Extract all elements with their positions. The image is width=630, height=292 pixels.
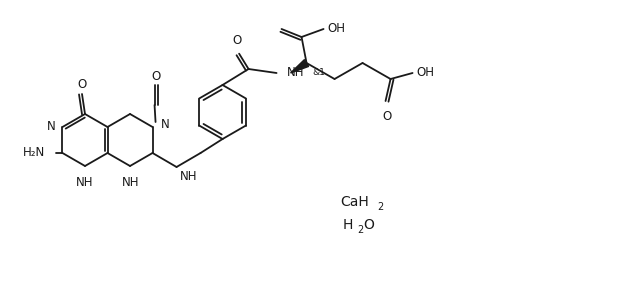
Text: 2: 2 xyxy=(377,202,383,212)
Text: O: O xyxy=(77,79,87,91)
Text: O: O xyxy=(363,218,374,232)
Text: N: N xyxy=(47,119,55,133)
Text: 2: 2 xyxy=(357,225,364,235)
Text: CaH: CaH xyxy=(341,195,369,209)
Text: OH: OH xyxy=(328,22,345,34)
Text: H₂N: H₂N xyxy=(23,147,45,159)
Text: &1: &1 xyxy=(312,68,326,77)
Text: N: N xyxy=(161,119,169,131)
Text: NH: NH xyxy=(76,176,94,189)
Text: O: O xyxy=(151,69,160,83)
Text: OH: OH xyxy=(416,65,435,79)
Text: O: O xyxy=(382,110,391,123)
Polygon shape xyxy=(290,60,309,73)
Text: NH: NH xyxy=(180,170,197,183)
Text: NH: NH xyxy=(122,176,140,189)
Text: O: O xyxy=(232,34,241,47)
Text: H: H xyxy=(343,218,353,232)
Text: NH: NH xyxy=(287,65,304,79)
